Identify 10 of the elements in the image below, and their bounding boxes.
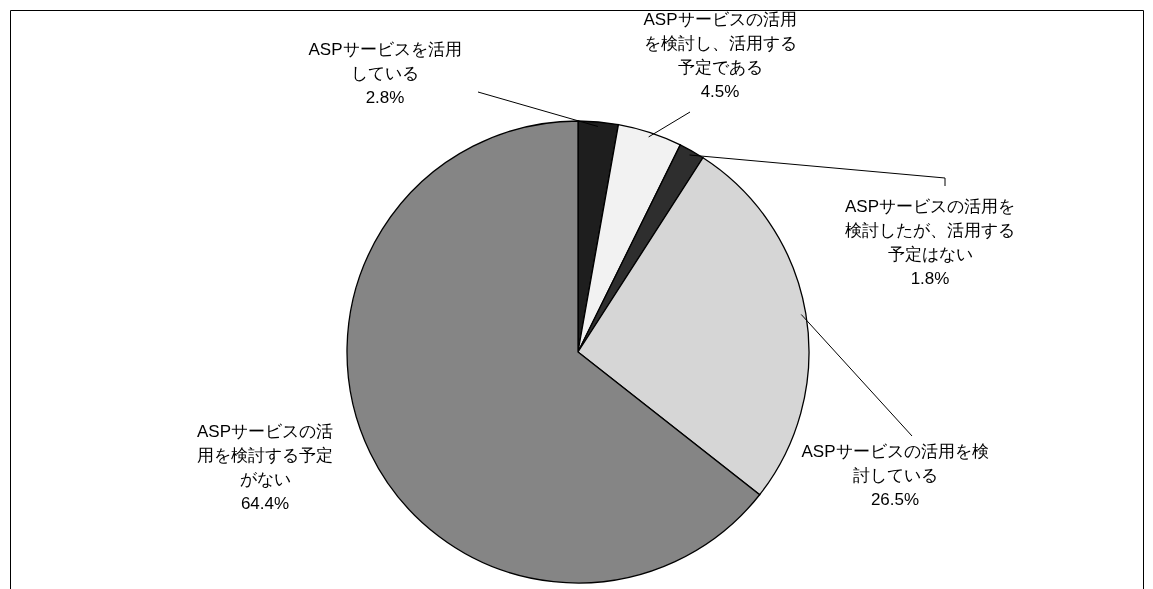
data-label: 2.8% xyxy=(364,87,406,109)
slice-label: ASPサービスの活用を検討したが、活用する予定はない xyxy=(844,196,1016,266)
data-label: 26.5% xyxy=(869,489,921,511)
slice-label: ASPサービスの活用を検討している xyxy=(800,441,990,487)
data-label: 1.8% xyxy=(909,268,951,290)
slice-label: ASPサービスを活用している xyxy=(307,39,463,85)
data-label: 4.5% xyxy=(699,81,741,103)
slice-label: ASPサービスの活用を検討し、活用する予定である xyxy=(642,9,798,79)
slice-label: ASPサービスの活用を検討する予定がない xyxy=(196,421,334,491)
data-label: 64.4% xyxy=(239,493,291,515)
